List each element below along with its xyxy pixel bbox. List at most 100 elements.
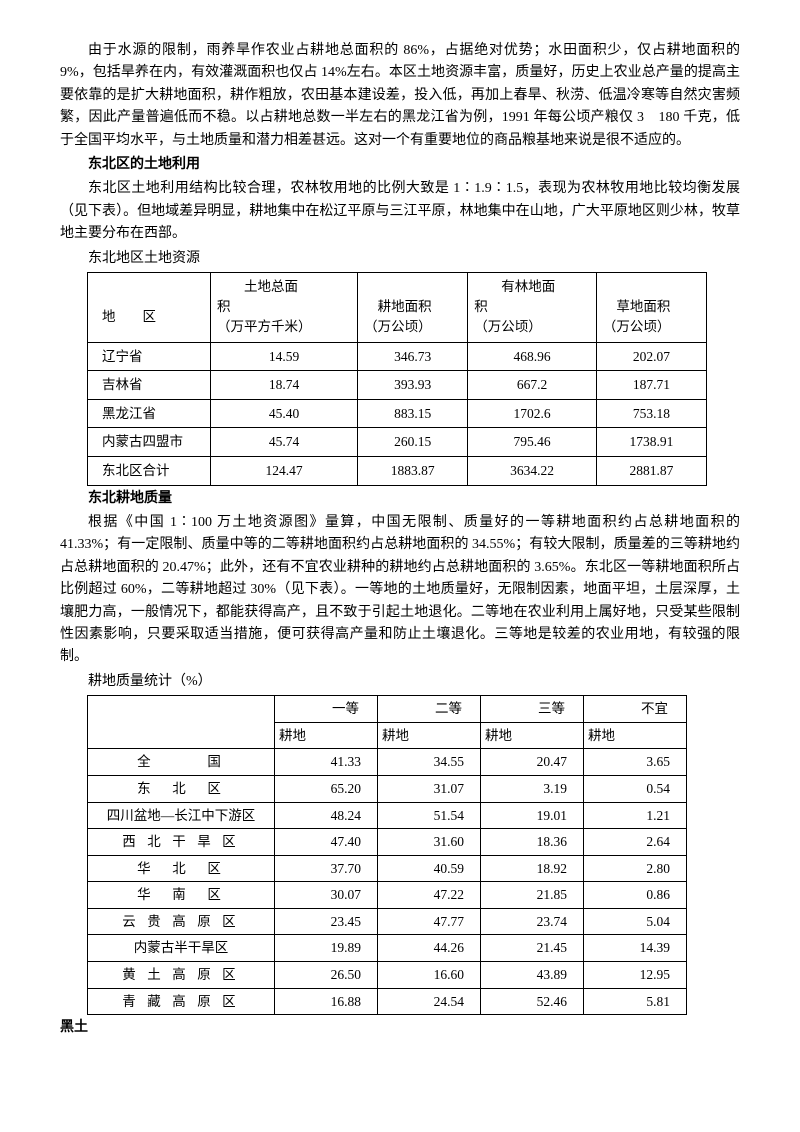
col-grade1: 一等: [275, 696, 378, 723]
col-grassland: 草地面积 （万公顷）: [596, 272, 706, 342]
cell-value: 3634.22: [468, 457, 597, 486]
cell-value: 187.71: [596, 371, 706, 400]
cell-value: 34.55: [378, 749, 481, 776]
cell-value: 44.26: [378, 935, 481, 962]
cell-value: 31.60: [378, 829, 481, 856]
cell-value: 0.54: [584, 775, 687, 802]
table-row: 内蒙古半干旱区19.8944.2621.4514.39: [88, 935, 687, 962]
cell-region: 云 贵 高 原 区: [88, 908, 275, 935]
col-grade2: 二等: [378, 696, 481, 723]
cell-value: 3.65: [584, 749, 687, 776]
table-row: 全 国41.3334.5520.473.65: [88, 749, 687, 776]
col-farmland: 耕地面积 （万公顷）: [358, 272, 468, 342]
table-land-resources: 地 区 土地总面 积 （万平方千米） 耕地面积 （万公顷） 有林地面 积 （万公…: [87, 272, 707, 486]
col-total-area: 土地总面 积 （万平方千米）: [211, 272, 358, 342]
cell-value: 2.64: [584, 829, 687, 856]
cell-region: 黑龙江省: [88, 399, 211, 428]
cell-value: 65.20: [275, 775, 378, 802]
cell-value: 2881.87: [596, 457, 706, 486]
cell-value: 43.89: [481, 962, 584, 989]
table-row: 西 北 干 旱 区47.4031.6018.362.64: [88, 829, 687, 856]
table-header-row: 地 区 土地总面 积 （万平方千米） 耕地面积 （万公顷） 有林地面 积 （万公…: [88, 272, 707, 342]
cell-value: 202.07: [596, 342, 706, 371]
cell-value: 41.33: [275, 749, 378, 776]
table-row: 吉林省18.74393.93667.2187.71: [88, 371, 707, 400]
table-row: 东北区合计124.471883.873634.222881.87: [88, 457, 707, 486]
table-row: 华 南 区30.0747.2221.850.86: [88, 882, 687, 909]
cell-value: 1883.87: [358, 457, 468, 486]
table2-caption: 耕地质量统计（%）: [60, 671, 740, 693]
cell-value: 23.74: [481, 908, 584, 935]
cell-value: 47.22: [378, 882, 481, 909]
heading-black-soil: 黑土: [60, 1017, 740, 1039]
cell-value: 52.46: [481, 988, 584, 1015]
cell-value: 19.01: [481, 802, 584, 829]
cell-region: 华 北 区: [88, 855, 275, 882]
cell-region: 辽宁省: [88, 342, 211, 371]
cell-value: 26.50: [275, 962, 378, 989]
table-row: 黄 土 高 原 区26.5016.6043.8912.95: [88, 962, 687, 989]
cell-region: 西 北 干 旱 区: [88, 829, 275, 856]
cell-value: 18.74: [211, 371, 358, 400]
cell-value: 20.47: [481, 749, 584, 776]
table-row: 华 北 区37.7040.5918.922.80: [88, 855, 687, 882]
cell-value: 19.89: [275, 935, 378, 962]
cell-value: 45.74: [211, 428, 358, 457]
cell-value: 5.04: [584, 908, 687, 935]
cell-region: 四川盆地—长江中下游区: [88, 802, 275, 829]
paragraph-2: 东北区土地利用结构比较合理，农林牧用地的比例大致是 1∶1.9∶1.5，表现为农…: [60, 178, 740, 245]
cell-value: 1702.6: [468, 399, 597, 428]
col-grade3: 三等: [481, 696, 584, 723]
cell-value: 667.2: [468, 371, 597, 400]
table-row: 东 北 区65.2031.073.190.54: [88, 775, 687, 802]
cell-value: 30.07: [275, 882, 378, 909]
cell-value: 124.47: [211, 457, 358, 486]
cell-value: 24.54: [378, 988, 481, 1015]
cell-value: 47.77: [378, 908, 481, 935]
cell-region: 华 南 区: [88, 882, 275, 909]
table-row: 黑龙江省45.40883.151702.6753.18: [88, 399, 707, 428]
table-header-row: 一等 二等 三等 不宜: [88, 696, 687, 723]
table1-caption: 东北地区土地资源: [60, 248, 740, 270]
cell-value: 23.45: [275, 908, 378, 935]
col-forest: 有林地面 积 （万公顷）: [468, 272, 597, 342]
cell-region: 全 国: [88, 749, 275, 776]
cell-value: 18.92: [481, 855, 584, 882]
table-row: 青 藏 高 原 区16.8824.5452.465.81: [88, 988, 687, 1015]
cell-value: 3.19: [481, 775, 584, 802]
cell-value: 40.59: [378, 855, 481, 882]
cell-region: 东北区合计: [88, 457, 211, 486]
cell-value: 31.07: [378, 775, 481, 802]
table-row: 内蒙古四盟市45.74260.15795.461738.91: [88, 428, 707, 457]
cell-region: 内蒙古四盟市: [88, 428, 211, 457]
cell-value: 1.21: [584, 802, 687, 829]
col-unfit: 不宜: [584, 696, 687, 723]
cell-value: 48.24: [275, 802, 378, 829]
cell-value: 0.86: [584, 882, 687, 909]
cell-value: 346.73: [358, 342, 468, 371]
cell-value: 16.88: [275, 988, 378, 1015]
cell-value: 14.39: [584, 935, 687, 962]
col-blank: [88, 696, 275, 749]
cell-value: 795.46: [468, 428, 597, 457]
cell-value: 12.95: [584, 962, 687, 989]
cell-value: 393.93: [358, 371, 468, 400]
table-quality-stats: 一等 二等 三等 不宜 耕地 耕地 耕地 耕地 全 国41.3334.5520.…: [87, 695, 687, 1015]
cell-value: 18.36: [481, 829, 584, 856]
cell-region: 东 北 区: [88, 775, 275, 802]
cell-value: 21.45: [481, 935, 584, 962]
cell-value: 1738.91: [596, 428, 706, 457]
cell-value: 2.80: [584, 855, 687, 882]
paragraph-1: 由于水源的限制，雨养旱作农业占耕地总面积的 86%，占据绝对优势；水田面积少，仅…: [60, 40, 740, 152]
table-row: 辽宁省14.59346.73468.96202.07: [88, 342, 707, 371]
cell-value: 37.70: [275, 855, 378, 882]
cell-value: 260.15: [358, 428, 468, 457]
heading-land-use: 东北区的土地利用: [60, 154, 740, 176]
cell-value: 14.59: [211, 342, 358, 371]
table-row: 云 贵 高 原 区23.4547.7723.745.04: [88, 908, 687, 935]
cell-value: 753.18: [596, 399, 706, 428]
heading-farmland-quality: 东北耕地质量: [60, 488, 740, 510]
cell-value: 51.54: [378, 802, 481, 829]
cell-value: 47.40: [275, 829, 378, 856]
table-row: 四川盆地—长江中下游区48.2451.5419.011.21: [88, 802, 687, 829]
